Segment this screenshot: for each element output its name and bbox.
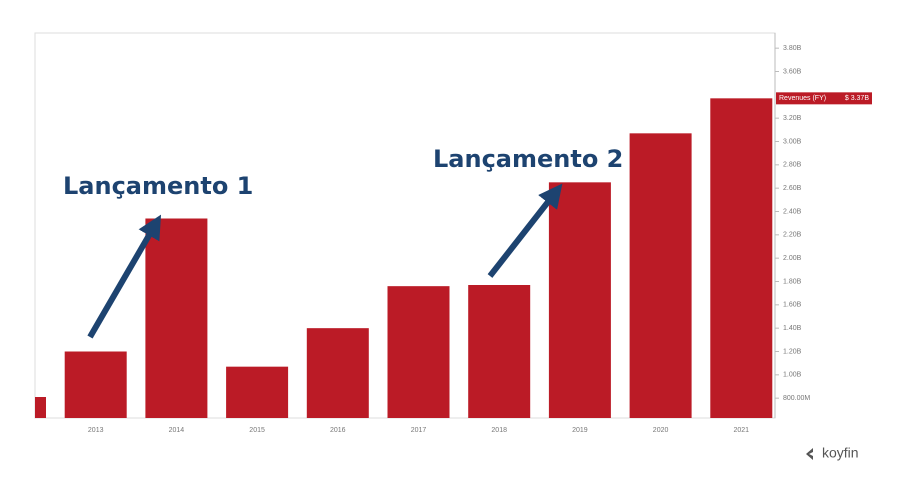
x-tick-label: 2019 (572, 427, 588, 434)
bar (710, 98, 773, 418)
x-tick-label: 2017 (411, 427, 427, 434)
brand-logo (806, 448, 813, 460)
annotation: Lançamento 1 (63, 172, 253, 200)
y-tick-label: 1.40B (783, 325, 802, 332)
bar (226, 366, 289, 418)
y-tick-label: 2.00B (783, 255, 802, 262)
x-tick-label: 2018 (491, 427, 507, 434)
y-tick-label: 1.80B (783, 278, 802, 285)
bar (64, 351, 127, 418)
x-tick-label: 2016 (330, 427, 346, 434)
bar (145, 218, 208, 418)
y-tick-label: 3.80B (783, 45, 802, 52)
y-tick-label: 800.00M (783, 395, 810, 402)
y-tick-label: 2.20B (783, 232, 802, 239)
x-tick-label: 2013 (88, 427, 104, 434)
series-label: Revenues (FY) (779, 95, 826, 102)
bar (35, 397, 46, 418)
y-tick-label: 3.20B (783, 115, 802, 122)
bar (629, 133, 692, 418)
y-tick-label: 1.60B (783, 302, 802, 309)
y-tick-label: 2.80B (783, 162, 802, 169)
value-label: $ 3.37B (845, 95, 869, 102)
x-tick-label: 2015 (249, 427, 265, 434)
y-tick-label: 2.60B (783, 185, 802, 192)
value-tag (776, 92, 872, 105)
x-tick-label: 2021 (734, 427, 750, 434)
y-tick-label: 1.20B (783, 348, 802, 355)
arrow (487, 183, 563, 278)
bar (306, 328, 369, 418)
bar (387, 286, 450, 418)
y-tick-label: 3.00B (783, 138, 802, 145)
bars (35, 98, 773, 418)
arrow (87, 214, 162, 339)
y-tick-label: 3.60B (783, 68, 802, 75)
bar (548, 182, 611, 418)
x-tick-label: 2014 (169, 427, 185, 434)
brand: koyfin (822, 445, 859, 461)
bar (468, 285, 531, 418)
y-tick-label: 1.00B (783, 372, 802, 379)
x-tick-label: 2020 (653, 427, 669, 434)
annotation: Lançamento 2 (433, 145, 623, 173)
y-tick-label: 2.40B (783, 208, 802, 215)
